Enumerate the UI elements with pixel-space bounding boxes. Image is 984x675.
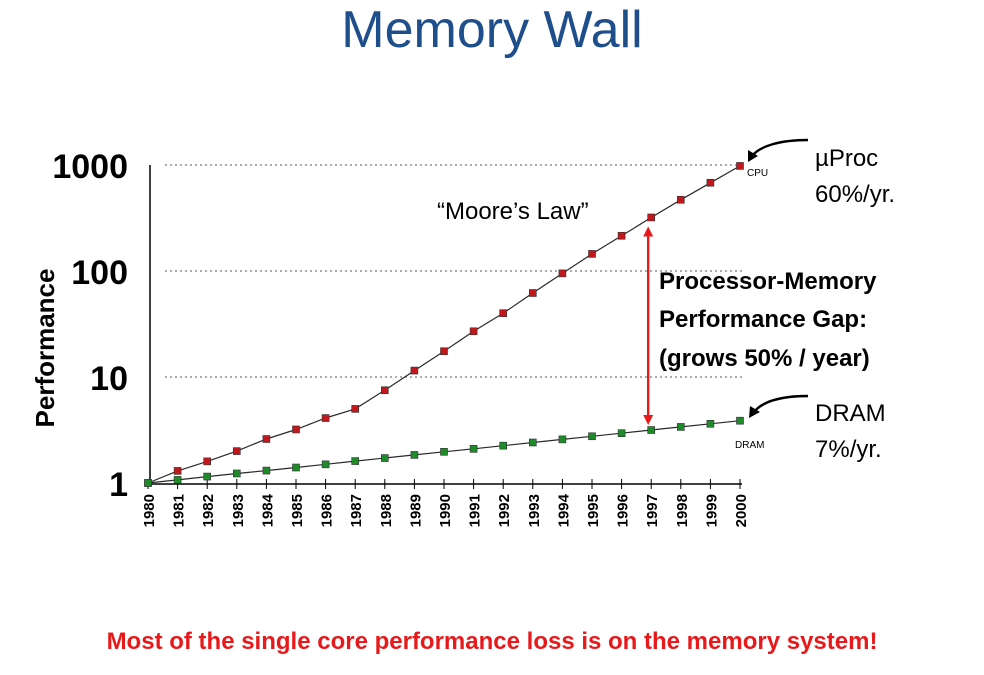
x-tick-label-1990: 1990	[437, 494, 454, 527]
chart-annotations: CPU DRAM µProc 60%/yr. DRAM 7%/yr. “Moore’s La…	[437, 138, 895, 463]
dram-point-1995	[588, 432, 596, 441]
cpu-point-1987	[351, 405, 360, 413]
cpu-point-1997	[647, 213, 656, 222]
cpu-pointer-arrow	[751, 138, 809, 157]
x-tick-label-1993: 1993	[526, 494, 543, 527]
cpu-point-1993	[528, 289, 537, 297]
x-tick-label-1984: 1984	[259, 493, 276, 527]
y-axis-title: Performance	[30, 269, 60, 428]
dram-point-2000	[736, 416, 744, 425]
dram-point-1990	[440, 447, 448, 456]
x-tick-label-1981: 1981	[171, 494, 188, 527]
axis-labels: 1 10 100 1000 Performance 1980 1981 1982 1983 198…	[30, 148, 750, 527]
cpu-point-1999	[706, 178, 715, 187]
dram-point-1985	[292, 463, 300, 472]
y-tick-label-10: 10	[90, 360, 128, 398]
cpu-point-1982	[203, 457, 211, 466]
chart-axes	[147, 165, 742, 489]
dram-pointer-arrow	[753, 394, 809, 413]
cpu-point-1988	[380, 386, 389, 395]
y-tick-label-100: 100	[71, 254, 128, 292]
cpu-point-1983	[233, 447, 241, 455]
cpu-point-1981	[173, 467, 182, 475]
x-tick-label-1988: 1988	[378, 494, 395, 527]
dram-point-1986	[321, 460, 330, 469]
cpu-point-1984	[262, 435, 271, 443]
dram-point-1989	[410, 451, 419, 459]
cpu-pointer-arrowhead	[748, 150, 758, 162]
x-tick-label-1991: 1991	[467, 494, 484, 527]
x-tick-label-1997: 1997	[644, 494, 661, 527]
series-markers	[144, 162, 744, 487]
gap-label-line-2: Performance Gap:	[659, 306, 867, 333]
dram-point-1991	[469, 445, 478, 453]
x-tick-label-1987: 1987	[348, 494, 365, 527]
x-tick-label-1994: 1994	[555, 493, 572, 527]
y-tick-label-1: 1	[109, 466, 128, 504]
moores-law-label: “Moore’s Law”	[437, 198, 589, 225]
cpu-point-1985	[292, 425, 300, 434]
slide-title: Memory Wall	[341, 1, 643, 59]
dram-point-1982	[203, 472, 211, 481]
cpu-point-1994	[558, 269, 567, 278]
x-tick-label-1999: 1999	[703, 494, 720, 527]
footer-message: Most of the single core performance loss…	[106, 628, 878, 655]
cpu-growth-label: 60%/yr.	[815, 181, 895, 208]
x-tick-label-1992: 1992	[496, 494, 513, 527]
cpu-series-tag: CPU	[747, 168, 768, 179]
dram-pointer-arrowhead	[749, 406, 760, 418]
x-tick-label-1982: 1982	[200, 494, 217, 527]
dram-point-1988	[380, 454, 389, 462]
cpu-point-1990	[440, 347, 448, 356]
x-tick-label-1980: 1980	[141, 494, 158, 527]
dram-point-1993	[528, 438, 537, 447]
dram-point-1994	[558, 435, 567, 444]
x-tick-label-1983: 1983	[230, 494, 247, 527]
x-tick-label-1985: 1985	[289, 494, 306, 527]
cpu-point-1998	[676, 195, 685, 204]
dram-point-1980	[144, 479, 152, 487]
dram-point-1987	[351, 457, 360, 465]
x-tick-label-2000: 2000	[733, 494, 750, 527]
dram-point-1984	[262, 466, 271, 475]
gap-label-line-1: Processor-Memory	[659, 268, 877, 295]
grid-lines	[165, 164, 742, 378]
x-tick-label-1995: 1995	[585, 494, 602, 527]
dram-point-1998	[676, 423, 685, 431]
dram-point-1981	[173, 476, 182, 484]
dram-series-tag: DRAM	[735, 440, 764, 451]
cpu-point-1989	[410, 366, 419, 375]
dram-point-1999	[706, 419, 715, 428]
cpu-point-1986	[321, 414, 330, 422]
x-tick-label-1986: 1986	[319, 494, 336, 527]
dram-point-1992	[499, 441, 508, 450]
cpu-point-1995	[588, 250, 596, 258]
dram-label: DRAM	[815, 400, 886, 427]
dram-point-1983	[233, 469, 241, 478]
cpu-label: µProc	[815, 145, 878, 172]
cpu-point-1991	[469, 327, 478, 336]
gap-arrow-head-down	[643, 415, 654, 426]
dram-point-1997	[647, 426, 656, 434]
cpu-point-1992	[499, 309, 508, 317]
x-tick-label-1998: 1998	[674, 494, 691, 527]
gap-label-line-3: (grows 50% / year)	[659, 345, 870, 372]
dram-point-1996	[617, 429, 626, 437]
cpu-point-2000	[736, 162, 744, 170]
gap-arrow-head-up	[643, 226, 654, 237]
dram-growth-label: 7%/yr.	[815, 436, 882, 463]
x-tick-label-1996: 1996	[615, 494, 632, 527]
y-tick-label-1000: 1000	[52, 148, 128, 186]
cpu-point-1996	[617, 231, 626, 240]
x-tick-label-1989: 1989	[407, 494, 424, 527]
